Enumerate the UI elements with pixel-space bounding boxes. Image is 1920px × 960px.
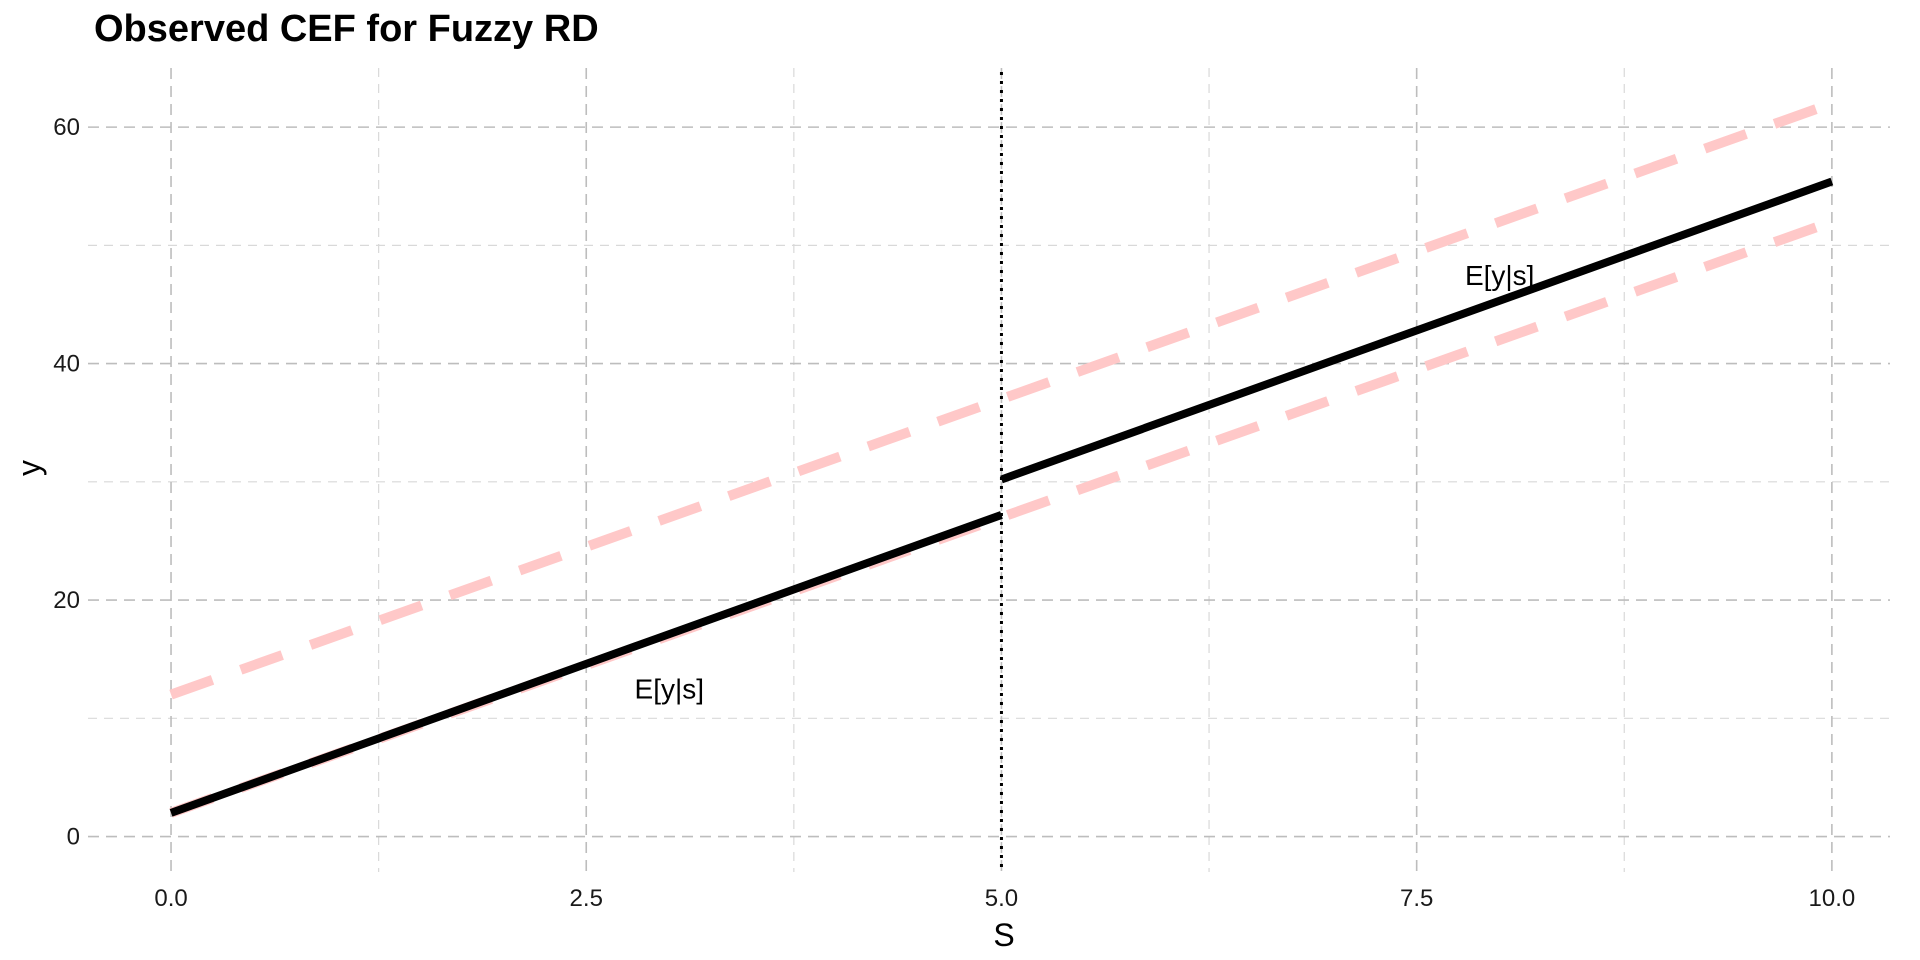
y-tick-label: 60 <box>53 114 80 141</box>
y-axis-title: y <box>11 460 47 476</box>
annotations: E[y|s] E[y|s] <box>635 260 1535 705</box>
minor-gridlines <box>88 68 1890 872</box>
x-tick-label: 7.5 <box>1400 885 1433 912</box>
chart-title: Observed CEF for Fuzzy RD <box>94 8 599 50</box>
solid-series-line-3 <box>1000 177 1834 484</box>
annotation-label: E[y|s] <box>1465 260 1535 291</box>
annotation-label: E[y|s] <box>635 674 705 705</box>
y-axis-ticks: 0 20 40 60 <box>53 114 80 850</box>
solid-series-line-2 <box>169 511 1003 817</box>
x-tick-label: 10.0 <box>1809 885 1856 912</box>
x-axis-title: S <box>993 917 1014 953</box>
y-tick-label: 20 <box>53 587 80 614</box>
series-layer <box>169 98 1834 818</box>
y-tick-label: 0 <box>67 824 80 851</box>
x-tick-label: 0.0 <box>154 885 187 912</box>
x-tick-label: 2.5 <box>570 885 603 912</box>
x-tick-label: 5.0 <box>985 885 1018 912</box>
x-axis-ticks: 0.0 2.5 5.0 7.5 10.0 <box>154 885 1855 912</box>
major-gridlines <box>88 68 1890 872</box>
y-tick-label: 40 <box>53 351 80 378</box>
